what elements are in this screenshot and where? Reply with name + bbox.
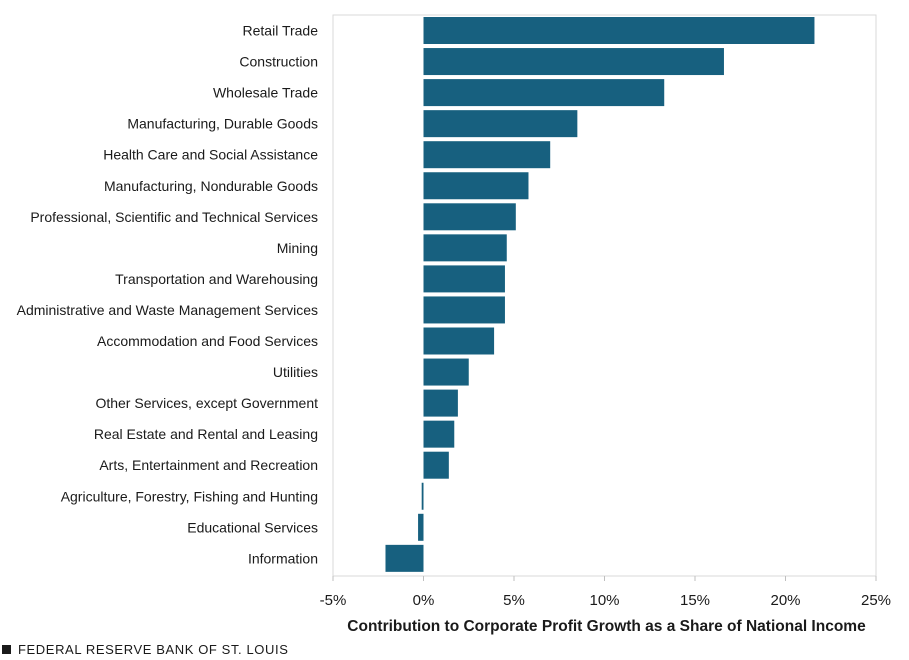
bar: [423, 420, 455, 448]
category-labels: Retail Trade Construction Wholesale Trade M…: [17, 23, 319, 567]
x-tick-label: 0%: [413, 592, 435, 609]
bar: [423, 110, 578, 138]
category-label: Accommodation and Food Services: [97, 333, 318, 349]
x-tick-label: 10%: [589, 592, 619, 609]
bar: [423, 327, 495, 355]
category-label: Professional, Scientific and Technical S…: [30, 209, 318, 225]
category-label: Arts, Entertainment and Recreation: [99, 457, 318, 473]
bar: [385, 544, 424, 572]
category-label: Transportation and Warehousing: [115, 271, 318, 287]
bar-chart: Retail Trade Construction Wholesale Trade M…: [17, 14, 891, 635]
bar: [423, 451, 449, 479]
category-label: Administrative and Waste Management Serv…: [17, 302, 318, 318]
footer: FEDERAL RESERVE BANK OF ST. LOUIS: [2, 642, 288, 657]
category-label: Manufacturing, Nondurable Goods: [104, 178, 318, 194]
x-tick-label: 5%: [503, 592, 525, 609]
square-icon: [2, 645, 11, 654]
x-tick-label: -5%: [320, 592, 347, 609]
bar: [423, 296, 505, 324]
x-tick-label: 25%: [861, 592, 891, 609]
category-label: Educational Services: [187, 519, 318, 535]
bar: [421, 482, 424, 510]
bar: [423, 389, 458, 417]
bar: [423, 203, 516, 231]
category-label: Real Estate and Rental and Leasing: [94, 426, 318, 442]
bar: [423, 17, 815, 44]
category-label: Health Care and Social Assistance: [103, 147, 318, 163]
x-tick-label: 15%: [680, 592, 710, 609]
footer-source: FEDERAL RESERVE BANK OF ST. LOUIS: [18, 642, 289, 657]
x-axis-title: Contribution to Corporate Profit Growth …: [347, 618, 866, 635]
category-label: Information: [248, 550, 318, 566]
bar: [423, 172, 529, 200]
bar: [423, 265, 505, 293]
bars-group: [385, 17, 815, 572]
bar: [423, 48, 724, 76]
bar: [423, 358, 469, 386]
category-label: Agriculture, Forestry, Fishing and Hunti…: [61, 488, 318, 504]
bar: [423, 79, 665, 107]
category-label: Other Services, except Government: [95, 395, 318, 411]
category-label: Retail Trade: [243, 23, 319, 39]
bar: [423, 141, 551, 169]
category-label: Utilities: [273, 364, 318, 380]
category-label: Mining: [277, 240, 318, 256]
category-label: Construction: [239, 54, 318, 70]
category-label: Manufacturing, Durable Goods: [127, 116, 318, 132]
category-label: Wholesale Trade: [213, 85, 318, 101]
bar: [423, 234, 507, 262]
bar: [418, 513, 424, 541]
x-tick-label: 20%: [770, 592, 800, 609]
x-axis-ticks: -5% 0% 5% 10% 15% 20% 25%: [320, 576, 891, 609]
